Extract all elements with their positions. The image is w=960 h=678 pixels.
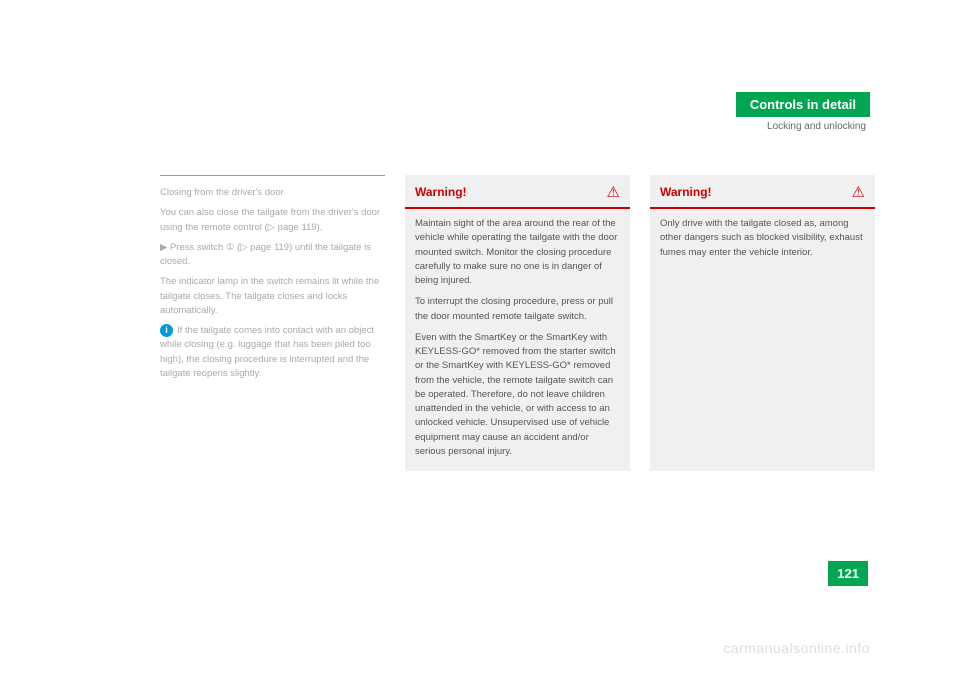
info-paragraph: iIf the tailgate comes into contact with…	[160, 324, 385, 381]
warning-triangle-icon: ⚠	[852, 183, 865, 201]
info-text: If the tailgate comes into contact with …	[160, 325, 374, 379]
left-column: Closing from the driver's door You can a…	[160, 175, 385, 471]
warning-paragraph: To interrupt the closing procedure, pres…	[415, 295, 620, 324]
warning-header: Warning! ⚠	[650, 175, 875, 209]
warning-triangle-icon: ⚠	[607, 183, 620, 201]
content-columns: Closing from the driver's door You can a…	[160, 175, 875, 471]
warning-header: Warning! ⚠	[405, 175, 630, 209]
section-title: Controls in detail	[736, 92, 870, 117]
warning-title: Warning!	[660, 185, 712, 199]
warning-box-2: Warning! ⚠ Only drive with the tailgate …	[650, 175, 875, 471]
warning-body: Maintain sight of the area around the re…	[405, 209, 630, 471]
warning-title: Warning!	[415, 185, 467, 199]
warning-body: Only drive with the tailgate closed as, …	[650, 209, 875, 272]
warning-paragraph: Even with the SmartKey or the SmartKey w…	[415, 331, 620, 459]
paragraph: The indicator lamp in the switch remains…	[160, 275, 385, 318]
page-header: Controls in detail Locking and unlocking	[736, 92, 870, 132]
left-text-block: Closing from the driver's door You can a…	[160, 186, 385, 381]
paragraph: You can also close the tailgate from the…	[160, 206, 385, 235]
paragraph: ▶ Press switch ① (▷ page 119) until the …	[160, 241, 385, 270]
warning-box-1: Warning! ⚠ Maintain sight of the area ar…	[405, 175, 630, 471]
section-subtitle: Locking and unlocking	[736, 121, 870, 132]
manual-page: Controls in detail Locking and unlocking…	[0, 0, 960, 678]
watermark: carmanualsonline.info	[723, 640, 870, 656]
warning-paragraph: Maintain sight of the area around the re…	[415, 217, 620, 288]
warning-paragraph: Only drive with the tailgate closed as, …	[660, 217, 865, 260]
page-number: 121	[828, 561, 868, 586]
info-icon: i	[160, 324, 173, 337]
paragraph: Closing from the driver's door	[160, 186, 385, 200]
